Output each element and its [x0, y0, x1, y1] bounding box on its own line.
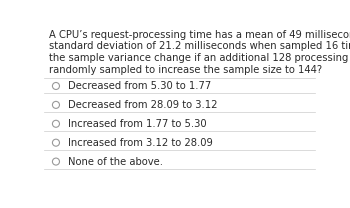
Text: randomly sampled to increase the sample size to 144?: randomly sampled to increase the sample … [49, 65, 322, 75]
Text: Decreased from 5.30 to 1.77: Decreased from 5.30 to 1.77 [68, 81, 211, 91]
Text: Increased from 1.77 to 5.30: Increased from 1.77 to 5.30 [68, 119, 206, 129]
Text: the sample variance change if an additional 128 processing times are: the sample variance change if an additio… [49, 53, 350, 63]
Text: standard deviation of 21.2 milliseconds when sampled 16 times. How does: standard deviation of 21.2 milliseconds … [49, 41, 350, 51]
Text: A CPU’s request-processing time has a mean of 49 milliseconds and a: A CPU’s request-processing time has a me… [49, 30, 350, 40]
Text: None of the above.: None of the above. [68, 157, 163, 167]
Text: Increased from 3.12 to 28.09: Increased from 3.12 to 28.09 [68, 138, 212, 148]
Text: Decreased from 28.09 to 3.12: Decreased from 28.09 to 3.12 [68, 100, 217, 110]
